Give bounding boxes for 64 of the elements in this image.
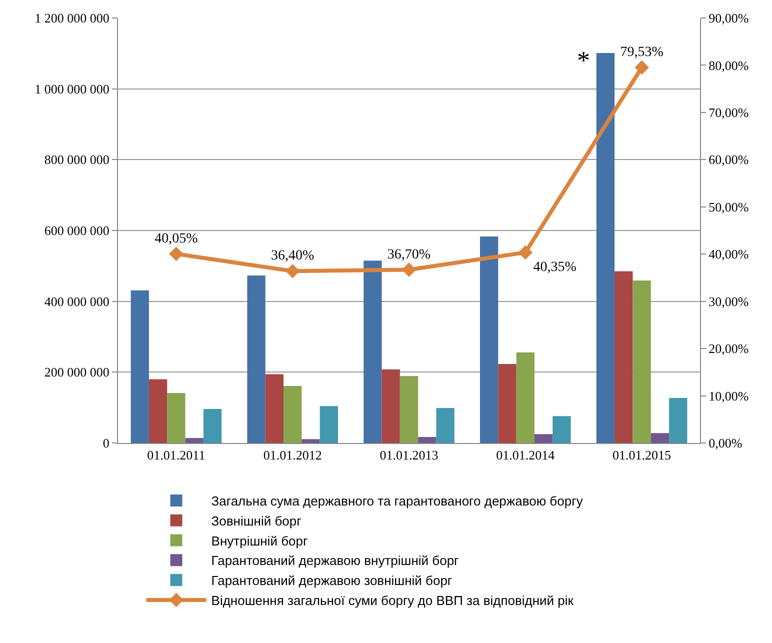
bar	[596, 53, 615, 443]
bar	[148, 379, 168, 443]
y2-tick-label: 0,00%	[708, 436, 742, 451]
bar	[669, 398, 688, 443]
bar	[130, 290, 149, 443]
bar	[364, 260, 382, 443]
legend-label: Гарантований державою зовнішній борг	[211, 573, 452, 588]
bar	[650, 433, 670, 443]
data-label: 40,05%	[154, 232, 198, 247]
point	[285, 264, 300, 278]
y2-tick-label: 80,00%	[708, 58, 749, 73]
data-label: 40,35%	[533, 260, 577, 275]
bar	[382, 369, 400, 443]
legend-label: Загальна сума державного та гарантованого державою боргу	[211, 494, 584, 509]
y-tick-label: 200 000 000	[44, 364, 110, 380]
bar	[480, 236, 498, 443]
legend-label: Гарантований державою внутрішній борг	[211, 553, 460, 568]
y2-tick-label: 70,00%	[708, 104, 749, 120]
x-tick-label: 01.01.2014	[496, 448, 556, 463]
bar	[614, 271, 633, 443]
data-label: 36,40%	[271, 248, 315, 264]
y2-tick-label: 50,00%	[708, 199, 749, 214]
y2-tick-label: 20,00%	[708, 341, 749, 356]
bar	[247, 275, 266, 443]
legend-label: Внутрішній борг	[211, 533, 308, 548]
bar	[320, 406, 338, 443]
bar	[552, 416, 571, 443]
bar	[516, 352, 534, 443]
x-tick-label: 01.01.2012	[263, 448, 322, 463]
bar	[265, 374, 284, 443]
data-label: 79,53%	[620, 45, 664, 60]
x-tick-label: 01.01.2011	[147, 448, 206, 463]
bar	[400, 376, 418, 443]
y2-tick-label: 40,00%	[708, 246, 749, 262]
bar	[498, 364, 516, 443]
legend-label: Зовнішній борг	[211, 513, 302, 528]
y2-tick-label: 30,00%	[708, 294, 749, 309]
data-label: 36,70%	[387, 247, 431, 262]
point	[169, 246, 184, 262]
bar	[436, 408, 454, 443]
y-tick-label: 800 000 000	[44, 152, 110, 168]
y2-tick-label: 10,00%	[708, 388, 749, 404]
y-tick-label: 1 200 000 000	[34, 10, 110, 26]
bar	[167, 393, 186, 443]
y-tick-label: 600 000 000	[44, 223, 110, 238]
legend-label: Відношення загальної суми боргу до ВВП за відповідний рік	[211, 593, 574, 608]
y-tick-label: 400 000 000	[44, 294, 110, 309]
annotation: *	[577, 46, 590, 75]
bar	[418, 436, 436, 443]
y-tick-label: 1 000 000 000	[34, 81, 110, 96]
bar	[203, 409, 222, 443]
point	[518, 245, 533, 260]
bar	[534, 434, 553, 443]
point	[402, 262, 416, 277]
x-tick-label: 01.01.2015	[612, 448, 672, 463]
y2-tick-label: 90,00%	[708, 10, 749, 26]
y-tick-label: 0	[102, 436, 110, 451]
point	[634, 60, 649, 75]
bar	[302, 439, 320, 443]
bar	[185, 438, 204, 443]
bar	[632, 280, 651, 443]
x-tick-label: 01.01.2013	[380, 448, 438, 463]
y2-tick-label: 60,00%	[708, 152, 749, 168]
bar	[284, 386, 302, 443]
